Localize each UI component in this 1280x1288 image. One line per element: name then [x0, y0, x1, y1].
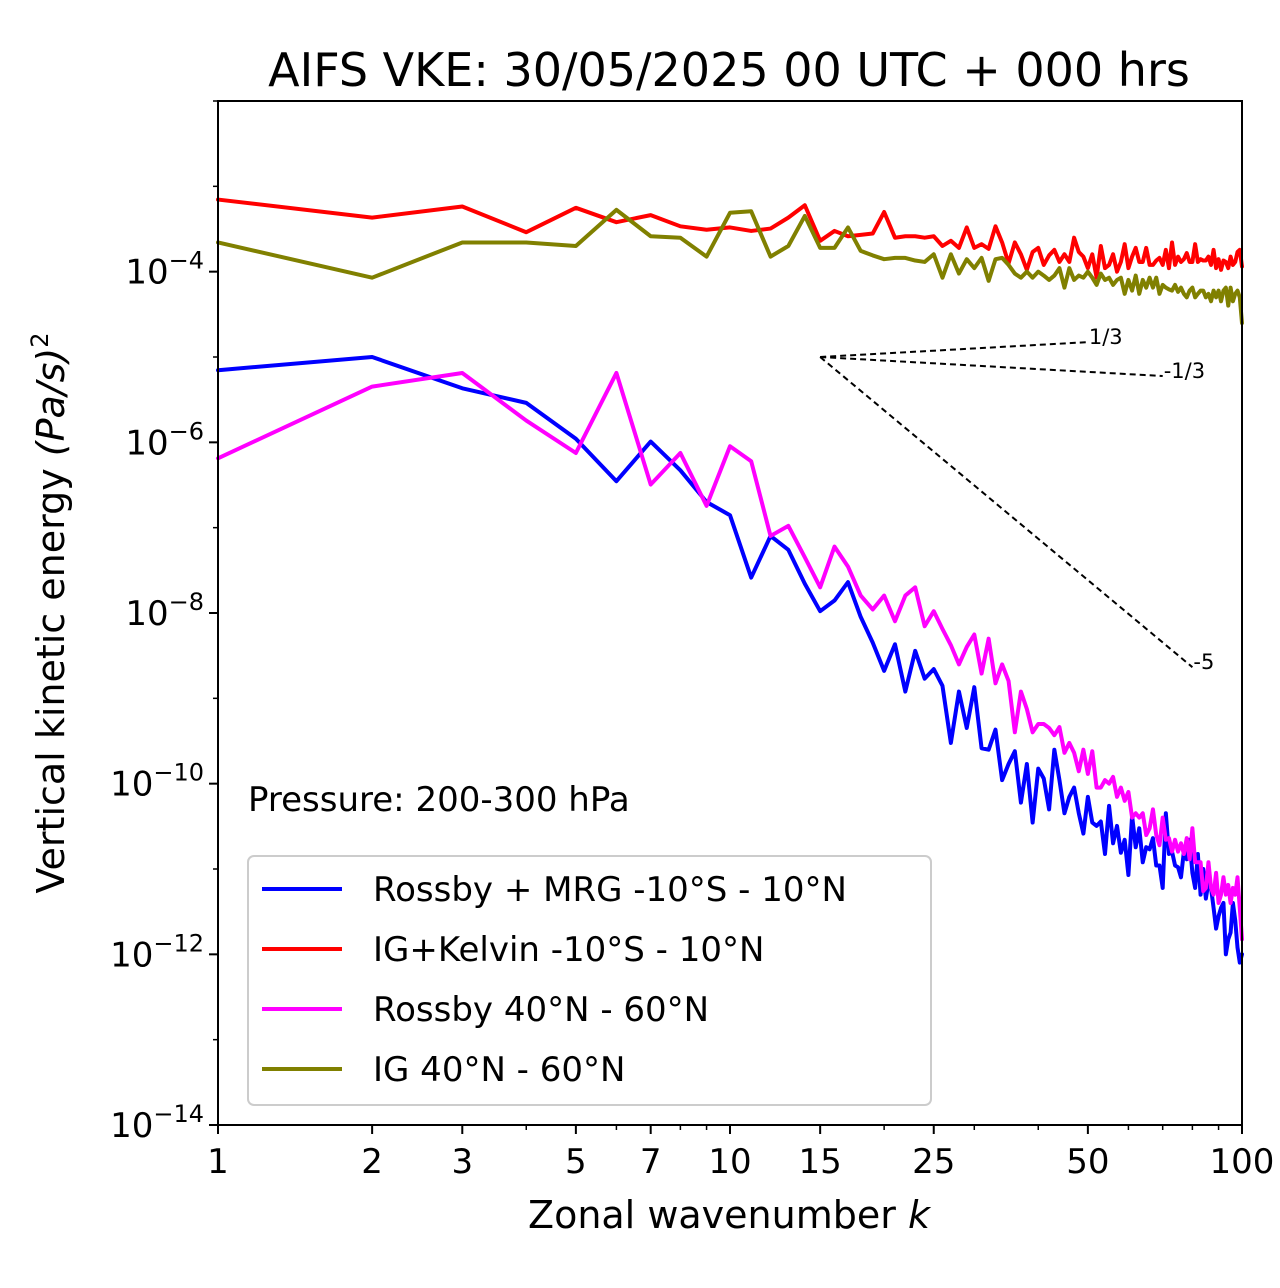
- y-tick-label: 10−4: [125, 247, 204, 293]
- x-tick-label: 50: [1066, 1142, 1109, 1182]
- series-line-4: [216, 207, 1244, 326]
- y-axis-label-unit: (Pa/s): [29, 348, 73, 456]
- legend-label-3: Rossby 40°N - 60°N: [373, 990, 709, 1030]
- y-axis-label: Vertical kinetic energy (Pa/s)2: [26, 332, 73, 893]
- x-tick-label: 10: [708, 1142, 751, 1182]
- x-tick-label: 100: [1210, 1142, 1275, 1182]
- slope-line-2: [820, 356, 1163, 378]
- x-tick-label: 1: [207, 1142, 229, 1182]
- x-axis-label-var: k: [908, 1193, 932, 1237]
- legend-entries: Rossby + MRG -10°S - 10°N IG+Kelvin -10°S…: [262, 870, 847, 1090]
- x-tick-label: 15: [799, 1142, 842, 1182]
- reference-slope-lines: 1/3 -1/3 -5: [819, 325, 1214, 674]
- pressure-annotation: Pressure: 200-300 hPa: [248, 780, 630, 820]
- chart-title: AIFS VKE: 30/05/2025 00 UTC + 000 hrs: [268, 43, 1190, 97]
- slope-label-3: -5: [1193, 650, 1214, 674]
- x-tick-label: 25: [912, 1142, 955, 1182]
- legend-label-4: IG 40°N - 60°N: [373, 1050, 625, 1090]
- y-axis-label-power: 2: [26, 332, 54, 347]
- slope-line-3: [819, 356, 1194, 668]
- slope-label-1: 1/3: [1089, 325, 1123, 349]
- y-axis-ticks: 10−4 10−6 10−8 10−10 10−12 10−14: [110, 100, 218, 1146]
- x-axis-ticks: 1 2 3 5 7 10 15 25 50 100: [207, 1125, 1274, 1182]
- x-tick-label: 7: [640, 1142, 662, 1182]
- slope-label-2: -1/3: [1164, 359, 1205, 383]
- x-tick-label: 2: [361, 1142, 383, 1182]
- legend: Rossby + MRG -10°S - 10°N IG+Kelvin -10°S…: [247, 855, 932, 1106]
- y-tick-label: 10−8: [125, 588, 204, 634]
- x-tick-label: 5: [565, 1142, 587, 1182]
- legend-label-1: Rossby + MRG -10°S - 10°N: [373, 870, 847, 910]
- y-axis-label-main: Vertical kinetic energy: [29, 468, 73, 893]
- slope-line-1: [820, 341, 1088, 358]
- x-axis-label: Zonal wavenumber k: [528, 1193, 932, 1237]
- y-tick-label: 10−12: [110, 929, 204, 975]
- y-tick-label: 10−14: [110, 1100, 204, 1146]
- plot-lines: [216, 197, 1244, 965]
- series-line-3: [216, 370, 1244, 942]
- y-tick-label: 10−6: [125, 417, 204, 463]
- y-tick-label: 10−10: [110, 759, 204, 805]
- legend-label-2: IG+Kelvin -10°S - 10°N: [373, 930, 764, 970]
- legend-box: [247, 855, 932, 1106]
- x-tick-label: 3: [451, 1142, 473, 1182]
- x-axis-label-main: Zonal wavenumber: [528, 1193, 896, 1237]
